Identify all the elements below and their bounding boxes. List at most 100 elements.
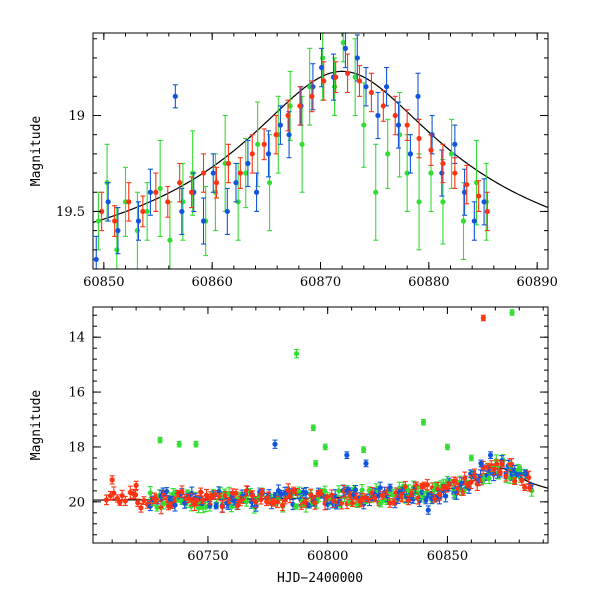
bottom-outlier-green [157,436,163,444]
top-point-red-marker [200,170,207,176]
bottom-point-red-marker [234,502,241,509]
top-point-red-marker [126,199,132,205]
top-data-points [93,32,490,270]
top-point-red [440,143,446,184]
top-point-red [416,118,422,159]
bottom-point-red-marker [353,495,359,501]
top-point-red [99,191,105,232]
bottom-outlier-red-marker [133,482,139,488]
top-point-red [285,99,291,132]
bottom-point-red-marker [237,498,243,504]
top-y-axis-label: Magnitude [29,116,44,187]
bottom-outlier-green-marker [468,455,474,461]
bottom-outlier-green [509,309,515,316]
bottom-point-red [497,468,503,476]
top-point-red [392,95,398,136]
top-point-blue [277,105,284,145]
bottom-point-red [421,481,427,490]
bottom-point-red-marker [512,478,518,484]
top-point-blue-marker [395,122,402,128]
top-point-red [140,195,146,228]
bottom-point-red [424,479,430,491]
top-point-blue [375,91,381,140]
bottom-point-red-marker [509,461,515,468]
bottom-outlier-blue-marker [478,460,484,467]
bottom-point-red-marker [503,473,509,479]
bottom-point-green-marker [296,488,302,495]
bottom-point-red-marker [135,500,141,506]
top-point-blue-marker [342,45,349,51]
top-point-red-marker [428,147,434,153]
top-point-green-marker [340,39,346,46]
top-point-green-marker [243,170,249,176]
bottom-point-red-marker [194,497,200,503]
top-point-blue-marker [245,160,251,167]
bottom-point-red [141,496,147,505]
top-point-blue [245,139,251,188]
bottom-point-green [296,486,302,497]
bottom-outlier-blue-marker [487,452,494,458]
top-point-blue [115,207,121,255]
top-point-blue-marker [172,93,178,99]
bottom-point-blue-marker [443,493,449,499]
top-point-green-marker [299,141,305,147]
bottom-point-blue-marker [306,502,312,509]
top-point-blue-marker [179,208,185,215]
top-point-green [385,118,391,189]
bottom-outlier-red-marker [480,315,486,321]
bottom-point-red [200,495,206,505]
bottom-outlier-blue [344,451,350,460]
bottom-outlier-green [420,418,427,426]
top-y-tick-label: 19.5 [56,205,85,220]
top-point-green [266,134,273,232]
top-point-blue [135,201,142,241]
top-point-green [243,137,249,209]
bottom-point-red [259,488,265,497]
bottom-point-red-marker [330,498,337,504]
bottom-point-red-marker [258,496,264,502]
bottom-point-red [512,477,518,485]
top-point-green-marker [396,132,403,138]
bottom-outlier-green [322,443,328,451]
top-point-red [344,53,351,94]
top-point-green [373,143,379,241]
bottom-point-red [154,494,160,504]
top-point-red [333,61,339,94]
top-point-green-marker [266,180,273,186]
bottom-point-red [409,489,415,498]
bottom-point-red [349,499,356,508]
bottom-point-red [446,481,452,490]
bottom-outlier-blue-marker [272,441,278,447]
top-point-green-marker [144,208,150,215]
top-point-green [255,101,261,188]
bottom-point-red [519,474,525,486]
top-point-red-marker [440,160,446,167]
top-point-red-marker [273,132,279,138]
bottom-outlier-blue-marker [344,452,350,458]
bottom-y-tick-label: 18 [68,440,85,455]
top-point-blue-marker [415,93,421,99]
bottom-point-red-marker [259,489,265,496]
top-point-red-marker [297,103,303,109]
top-point-blue-marker [277,122,284,128]
bottom-point-blue [303,487,309,499]
top-point-red-marker [404,122,410,128]
bottom-outlier-green-marker [313,460,319,467]
bottom-point-blue [352,485,359,495]
top-point-red-marker [285,112,291,119]
top-point-red [309,80,315,113]
top-point-red-marker [153,189,159,195]
bottom-point-red-marker [200,497,206,503]
top-point-green-marker [114,247,120,253]
top-point-green-marker [287,103,293,109]
top-point-blue [210,153,216,193]
top-point-red-marker [188,189,195,195]
bottom-point-green-marker [359,487,365,493]
bottom-point-red [338,496,345,510]
bottom-point-green [293,503,299,510]
bottom-point-green-marker [203,504,209,510]
top-point-red-marker [452,170,458,176]
bottom-outlier-green-marker [293,351,300,357]
top-point-blue-marker [481,199,487,205]
bottom-outlier-green [193,440,199,448]
